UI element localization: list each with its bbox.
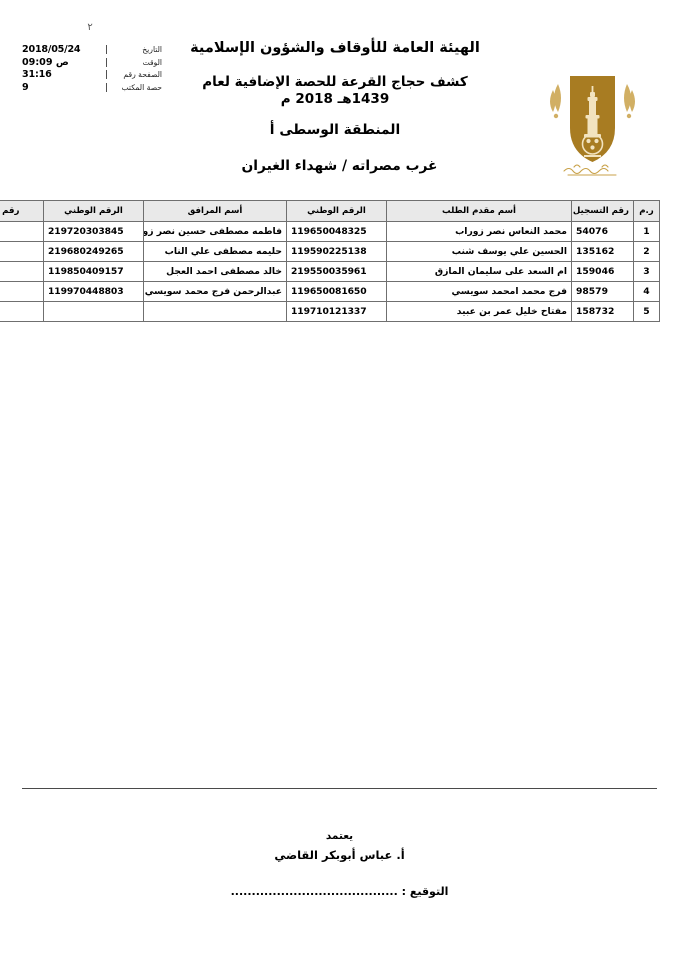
meta-value-time: 09:09 ص bbox=[22, 56, 69, 68]
cell-applicant: الحسين علي يوسف شنب bbox=[386, 241, 572, 262]
document-header: التاريخ | 2018/05/24 الوقت | 09:09 ص الص… bbox=[0, 36, 679, 186]
cell-applicant: مفتاح خليل عمر بن عبيد bbox=[386, 301, 572, 322]
cell-index: 3 bbox=[633, 261, 660, 282]
cell-registration: 54076 bbox=[571, 221, 634, 242]
table-row: 3 159046 ام السعد على سليمان المازق 2195… bbox=[0, 261, 660, 282]
cell-companion-id bbox=[43, 301, 144, 322]
cell-applicant-id: 119650048325 bbox=[286, 221, 387, 242]
cell-applicant: ام السعد على سليمان المازق bbox=[386, 261, 572, 282]
cell-companion-id: 219680249265 bbox=[43, 241, 144, 262]
cell-applicant: فرج محمد امحمد سويسي bbox=[386, 281, 572, 302]
table-row: 2 135162 الحسين علي يوسف شنب 11959022513… bbox=[0, 241, 660, 262]
approver-name: أ. عباس أبوبكر القاضي bbox=[274, 848, 405, 862]
meta-row-date: التاريخ | 2018/05/24 bbox=[22, 44, 162, 57]
meta-separator: | bbox=[105, 45, 108, 55]
table-header-row: ر.م رقم التسجيل أسم مقدم الطلب الرقم الو… bbox=[0, 200, 660, 222]
cell-registration: 135162 bbox=[571, 241, 634, 262]
cell-companion: حليمه مصطفى علي الناب bbox=[143, 241, 287, 262]
branch-title: غرب مصراته / شهداء الغيران bbox=[241, 158, 438, 174]
meta-value-date: 2018/05/24 bbox=[22, 44, 81, 55]
column-header-applicant: أسم مقدم الطلب bbox=[386, 200, 572, 222]
table-row: 5 158732 مفتاح خليل عمر بن عبيد 11971012… bbox=[0, 301, 660, 322]
meta-value-page: 31:16 bbox=[22, 69, 52, 81]
footer-divider bbox=[22, 788, 657, 789]
column-header-companion-id: الرقم الوطني bbox=[43, 200, 144, 222]
cell-registration: 98579 bbox=[571, 281, 634, 302]
cell-applicant-id: 119590225138 bbox=[286, 241, 387, 262]
region-title: المنطقة الوسطى أ bbox=[269, 122, 401, 138]
waqf-authority-emblem-icon bbox=[540, 66, 645, 181]
cell-index: 4 bbox=[633, 281, 660, 302]
cell-companion bbox=[143, 301, 287, 322]
cell-phone bbox=[0, 221, 44, 242]
header-meta-block: التاريخ | 2018/05/24 الوقت | 09:09 ص الص… bbox=[22, 44, 162, 94]
cell-applicant-id: 119650081650 bbox=[286, 281, 387, 302]
report-year: 1439هـ 2018 م bbox=[280, 91, 390, 107]
table-row: 1 54076 محمد النعاس نصر زوراب 1196500483… bbox=[0, 221, 660, 242]
signature-line: التوقيع : ..............................… bbox=[0, 885, 679, 898]
cell-applicant-id: 119710121337 bbox=[286, 301, 387, 322]
roster-table-wrapper: ر.م رقم التسجيل أسم مقدم الطلب الرقم الو… bbox=[0, 200, 660, 322]
cell-phone bbox=[0, 301, 44, 322]
cell-index: 5 bbox=[633, 301, 660, 322]
page-marker: ٢ bbox=[87, 22, 93, 33]
meta-row-time: الوقت | 09:09 ص bbox=[22, 57, 162, 70]
header-titles: الهيئة العامة للأوقاف والشؤون الإسلامية … bbox=[150, 36, 520, 138]
column-header-phone: رقم الهاتف bbox=[0, 200, 44, 222]
cell-companion-id: 219720303845 bbox=[43, 221, 144, 242]
cell-companion-id: 119970448803 bbox=[43, 281, 144, 302]
cell-companion: خالد مصطفى احمد العجل bbox=[143, 261, 287, 282]
cell-registration: 159046 bbox=[571, 261, 634, 282]
column-header-applicant-id: الرقم الوطني bbox=[286, 200, 387, 222]
meta-label-time: الوقت bbox=[142, 57, 162, 67]
meta-label-page: الصفحة رقم bbox=[123, 70, 162, 80]
cell-phone bbox=[0, 241, 44, 262]
signature-label: التوقيع : bbox=[401, 885, 449, 898]
meta-row-quota: حصة المكتب | 9 bbox=[22, 82, 162, 95]
cell-applicant: محمد النعاس نصر زوراب bbox=[386, 221, 572, 242]
meta-value-quota: 9 bbox=[22, 81, 29, 93]
organization-title: الهيئة العامة للأوقاف والشؤون الإسلامية bbox=[190, 40, 480, 56]
cell-applicant-id: 219550035961 bbox=[286, 261, 387, 282]
cell-registration: 158732 bbox=[571, 301, 634, 322]
column-header-index: ر.م bbox=[633, 200, 660, 222]
column-header-registration: رقم التسجيل bbox=[571, 200, 634, 222]
cell-companion-id: 119850409157 bbox=[43, 261, 144, 282]
meta-separator: | bbox=[105, 57, 108, 68]
report-title: كشف حجاج القرعة للحصة الإضافية لعام bbox=[202, 74, 468, 90]
approval-label: يعتمد bbox=[325, 830, 354, 842]
table-row: 4 98579 فرج محمد امحمد سويسي 11965008165… bbox=[0, 281, 660, 302]
column-header-companion: أسم المرافق bbox=[143, 200, 287, 222]
cell-phone bbox=[0, 261, 44, 282]
meta-separator: | bbox=[105, 82, 108, 93]
meta-label-date: التاريخ bbox=[142, 45, 162, 54]
cell-index: 1 bbox=[633, 221, 660, 242]
cell-phone bbox=[0, 281, 44, 302]
roster-table: ر.م رقم التسجيل أسم مقدم الطلب الرقم الو… bbox=[0, 200, 660, 322]
cell-companion: فاطمه مصطفى حسين نصر زوراب bbox=[143, 221, 287, 242]
meta-row-page: الصفحة رقم | 31:16 bbox=[22, 69, 162, 82]
cell-companion: عبدالرحمن فرج محمد سويسي bbox=[143, 281, 287, 302]
cell-index: 2 bbox=[633, 241, 660, 262]
signature-dots: ........................................ bbox=[230, 885, 398, 898]
meta-label-quota: حصة المكتب bbox=[121, 82, 162, 92]
meta-separator: | bbox=[105, 70, 108, 81]
